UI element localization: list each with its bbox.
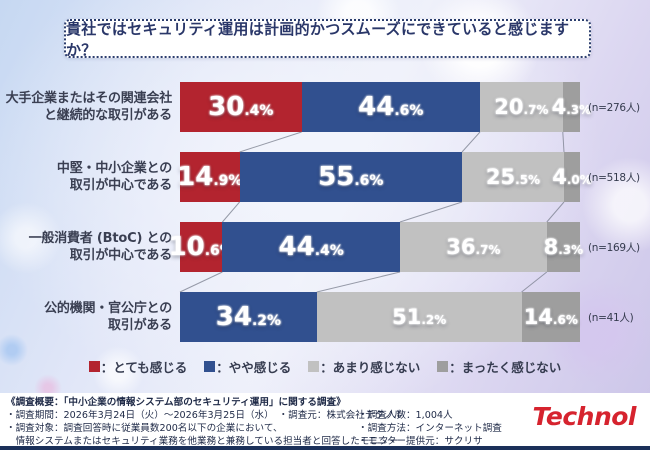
sample-size-label: (n=518人): [588, 171, 640, 184]
stacked-bar: 34.2% 51.2% 14.6%: [180, 292, 580, 342]
segment-value: 55.6%: [318, 162, 384, 192]
bar-segment: 20.7%: [479, 82, 563, 132]
legend-swatch-icon: [204, 360, 216, 372]
footer-line: ・調査人数：1,004人: [358, 410, 453, 421]
stacked-bar: 10.6% 44.4% 36.7% 8.3%: [169, 222, 583, 272]
legend-item: ：やや感じる: [204, 357, 291, 376]
segment-value: 34.2%: [215, 302, 282, 332]
survey-question-title-box: 貴社ではセキュリティ運用は計画的かつスムーズにできていると感じますか？: [64, 19, 591, 59]
bar-row: 公的機関・官公庁との 取引がある 34.2% 51.2% 14.6% (n=41人): [0, 292, 650, 342]
bar-segment: 25.5%: [461, 152, 564, 202]
bar-segment: 30.4%: [180, 82, 302, 132]
segment-value: 44.6%: [358, 92, 424, 122]
segment-value: 14.9%: [177, 162, 243, 192]
footer-line: 《調査概要：「中小企業の情報システム部のセキュリティ運用」に関する調査》: [6, 397, 346, 408]
bar-row: 大手企業またはその関連会社 と継続的な取引がある 30.4% 44.6% 20.7% 4.…: [0, 82, 650, 132]
survey-question-title: 貴社ではセキュリティ運用は計画的かつスムーズにできていると感じますか？: [66, 19, 570, 59]
legend-swatch-icon: [88, 360, 100, 372]
legend-swatch-icon: [437, 360, 449, 372]
footer-line: ・調査方法：インターネット調査: [358, 423, 502, 434]
bar-segment: 34.2%: [180, 292, 317, 342]
technol-logo: Technol: [532, 402, 637, 431]
legend-item: ：まったく感じない: [437, 357, 561, 376]
category-label: 中堅・中小企業との 取引が中心である: [56, 161, 172, 193]
stacked-bar-chart: 大手企業またはその関連会社 と継続的な取引がある 30.4% 44.6% 20.7% 4.…: [0, 82, 650, 342]
sample-size-label: (n=276人): [588, 101, 640, 114]
bar-segment: 14.9%: [177, 152, 243, 202]
bar-segment: 36.7%: [399, 222, 547, 272]
legend-item: ：とても感じる: [88, 357, 188, 376]
sample-size-label: (n=169人): [588, 241, 640, 254]
bar-segment: 14.6%: [521, 292, 580, 342]
bar-segment: 51.2%: [316, 292, 522, 342]
bar-segment: 55.6%: [239, 152, 462, 202]
segment-connector-lines: [179, 131, 565, 293]
footer-bottom-rule: [0, 446, 650, 450]
footer-line: 情報システムまたはセキュリティ業務を他業務と兼務している担当者と回答したモニター: [6, 436, 399, 447]
segment-value: 36.7%: [446, 235, 501, 259]
category-label: 一般消費者 (BtoC) との 取引が中心である: [28, 231, 173, 263]
segment-value: 4.0%: [552, 165, 592, 189]
legend-label: ：まったく感じない: [449, 359, 562, 375]
category-label: 公的機関・官公庁との 取引がある: [44, 301, 172, 333]
segment-value: 8.3%: [543, 235, 584, 259]
segment-value: 25.5%: [485, 165, 541, 189]
bar-segment: 4.3%: [552, 82, 591, 132]
bar-segment: 8.3%: [544, 222, 583, 272]
chart-legend: ：とても感じる ：やや感じる ：あまり感じない ：まったく感じない: [0, 356, 650, 376]
footer-line: ・調査対象：調査回答時に従業員数200名以下の企業において、: [6, 423, 283, 434]
segment-value: 4.3%: [551, 95, 592, 119]
segment-value: 30.4%: [208, 92, 274, 122]
bar-row: 中堅・中小企業との 取引が中心である 14.9% 55.6% 25.5% 4.0% (n=5…: [0, 152, 650, 202]
legend-label: ：あまり感じない: [320, 359, 421, 375]
footer-right-column: ・調査人数：1,004人・調査方法：インターネット調査 ・モニター提供元：サクリサ: [358, 396, 528, 448]
segment-value: 44.4%: [278, 232, 344, 262]
bar-row: 一般消費者 (BtoC) との 取引が中心である 10.6% 44.4% 36.7% 8.…: [0, 222, 650, 272]
footer-line: ・調査期間：2026年3月24日（火）～2026年3月25日（水） ・調査元：株…: [6, 410, 403, 421]
legend-swatch-icon: [308, 360, 320, 372]
bar-segment: 44.4%: [222, 222, 400, 272]
survey-footer: 《調査概要：「中小企業の情報システム部のセキュリティ運用」に関する調査》・調査期…: [0, 393, 650, 450]
footer-line: ・モニター提供元：サクリサ: [358, 436, 483, 447]
segment-value: 20.7%: [494, 95, 549, 119]
stacked-bar: 14.9% 55.6% 25.5% 4.0%: [177, 152, 592, 202]
bar-segment: 4.0%: [552, 152, 592, 202]
segment-value: 51.2%: [392, 305, 447, 329]
legend-label: ：とても感じる: [100, 359, 188, 375]
category-label: 大手企業またはその関連会社 と継続的な取引がある: [5, 91, 173, 123]
footer-left-column: 《調査概要：「中小企業の情報システム部のセキュリティ運用」に関する調査》・調査期…: [6, 396, 403, 448]
legend-label: ：やや感じる: [216, 359, 292, 375]
legend-item: ：あまり感じない: [308, 357, 420, 376]
stacked-bar: 30.4% 44.6% 20.7% 4.3%: [180, 82, 591, 132]
bar-segment: 44.6%: [301, 82, 480, 132]
sample-size-label: (n=41人): [588, 311, 634, 324]
segment-value: 14.6%: [523, 305, 578, 329]
